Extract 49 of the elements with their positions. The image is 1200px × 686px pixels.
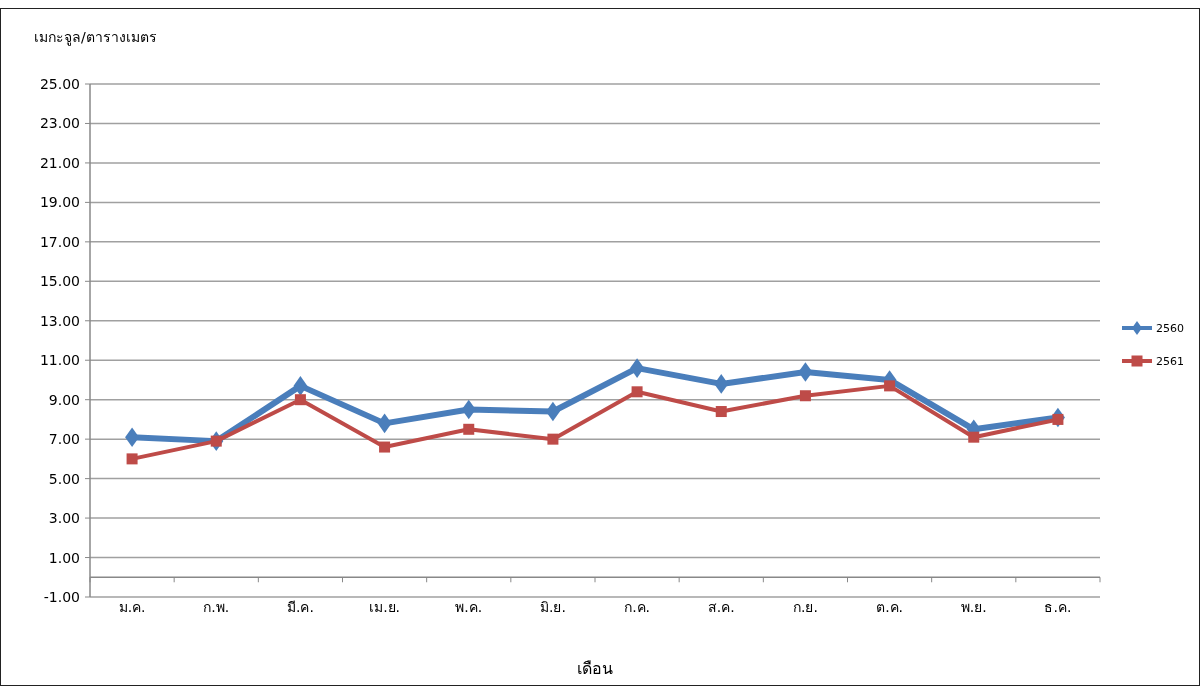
point <box>545 401 560 422</box>
y-tick-label: 7.00 <box>48 431 80 448</box>
point <box>210 435 222 447</box>
y-axis-title: เมกะจูล/ตารางเมตร <box>34 29 157 46</box>
point <box>125 427 140 447</box>
point <box>714 374 729 394</box>
y-tick-label: 17.00 <box>39 233 80 250</box>
y-tick-label: 25.00 <box>39 76 80 92</box>
point <box>631 386 643 398</box>
point <box>547 433 559 445</box>
y-tick-label: 19.00 <box>39 194 80 211</box>
point <box>293 376 308 396</box>
point <box>968 431 980 443</box>
x-tick-label: ก.ค. <box>624 599 651 615</box>
y-tick-label: 11.00 <box>39 352 80 369</box>
x-tick-label: ต.ค. <box>876 599 904 615</box>
point <box>126 453 138 465</box>
y-tick-label: 1.00 <box>48 549 80 566</box>
x-axis-title: เดือน <box>577 659 613 678</box>
point <box>377 413 392 434</box>
y-tick-label: 23.00 <box>39 115 80 132</box>
y-tick-label: 15.00 <box>39 273 80 290</box>
y-tick-label: -1.00 <box>43 589 80 605</box>
x-tick-label: มี.ค. <box>286 599 314 615</box>
y-tick-label: 3.00 <box>48 510 80 527</box>
x-tick-label: ส.ค. <box>707 599 735 615</box>
legend-label: 2560 <box>1156 322 1184 335</box>
y-tick-label: 21.00 <box>39 154 80 171</box>
point <box>884 380 896 392</box>
x-tick-label: มิ.ย. <box>539 599 566 615</box>
y-tick-label: 5.00 <box>48 470 80 487</box>
point <box>463 423 475 435</box>
point <box>715 406 727 418</box>
x-tick-label: ม.ค. <box>118 599 146 615</box>
y-tick-label: 13.00 <box>39 312 80 329</box>
x-tick-label: พ.ย. <box>960 599 987 615</box>
x-tick-label: ก.ย. <box>792 599 818 615</box>
point <box>294 394 306 406</box>
x-tick-label: ธ.ค. <box>1044 599 1072 615</box>
point <box>798 362 813 382</box>
y-tick-label: 9.00 <box>48 391 80 408</box>
x-tick-label: เม.ย. <box>369 599 401 615</box>
point <box>461 399 476 420</box>
x-tick-label: ก.พ. <box>203 599 230 615</box>
legend-label: 2561 <box>1156 355 1184 368</box>
point <box>630 358 645 378</box>
x-tick-label: พ.ค. <box>455 599 483 615</box>
point <box>799 390 811 402</box>
point <box>379 441 391 453</box>
